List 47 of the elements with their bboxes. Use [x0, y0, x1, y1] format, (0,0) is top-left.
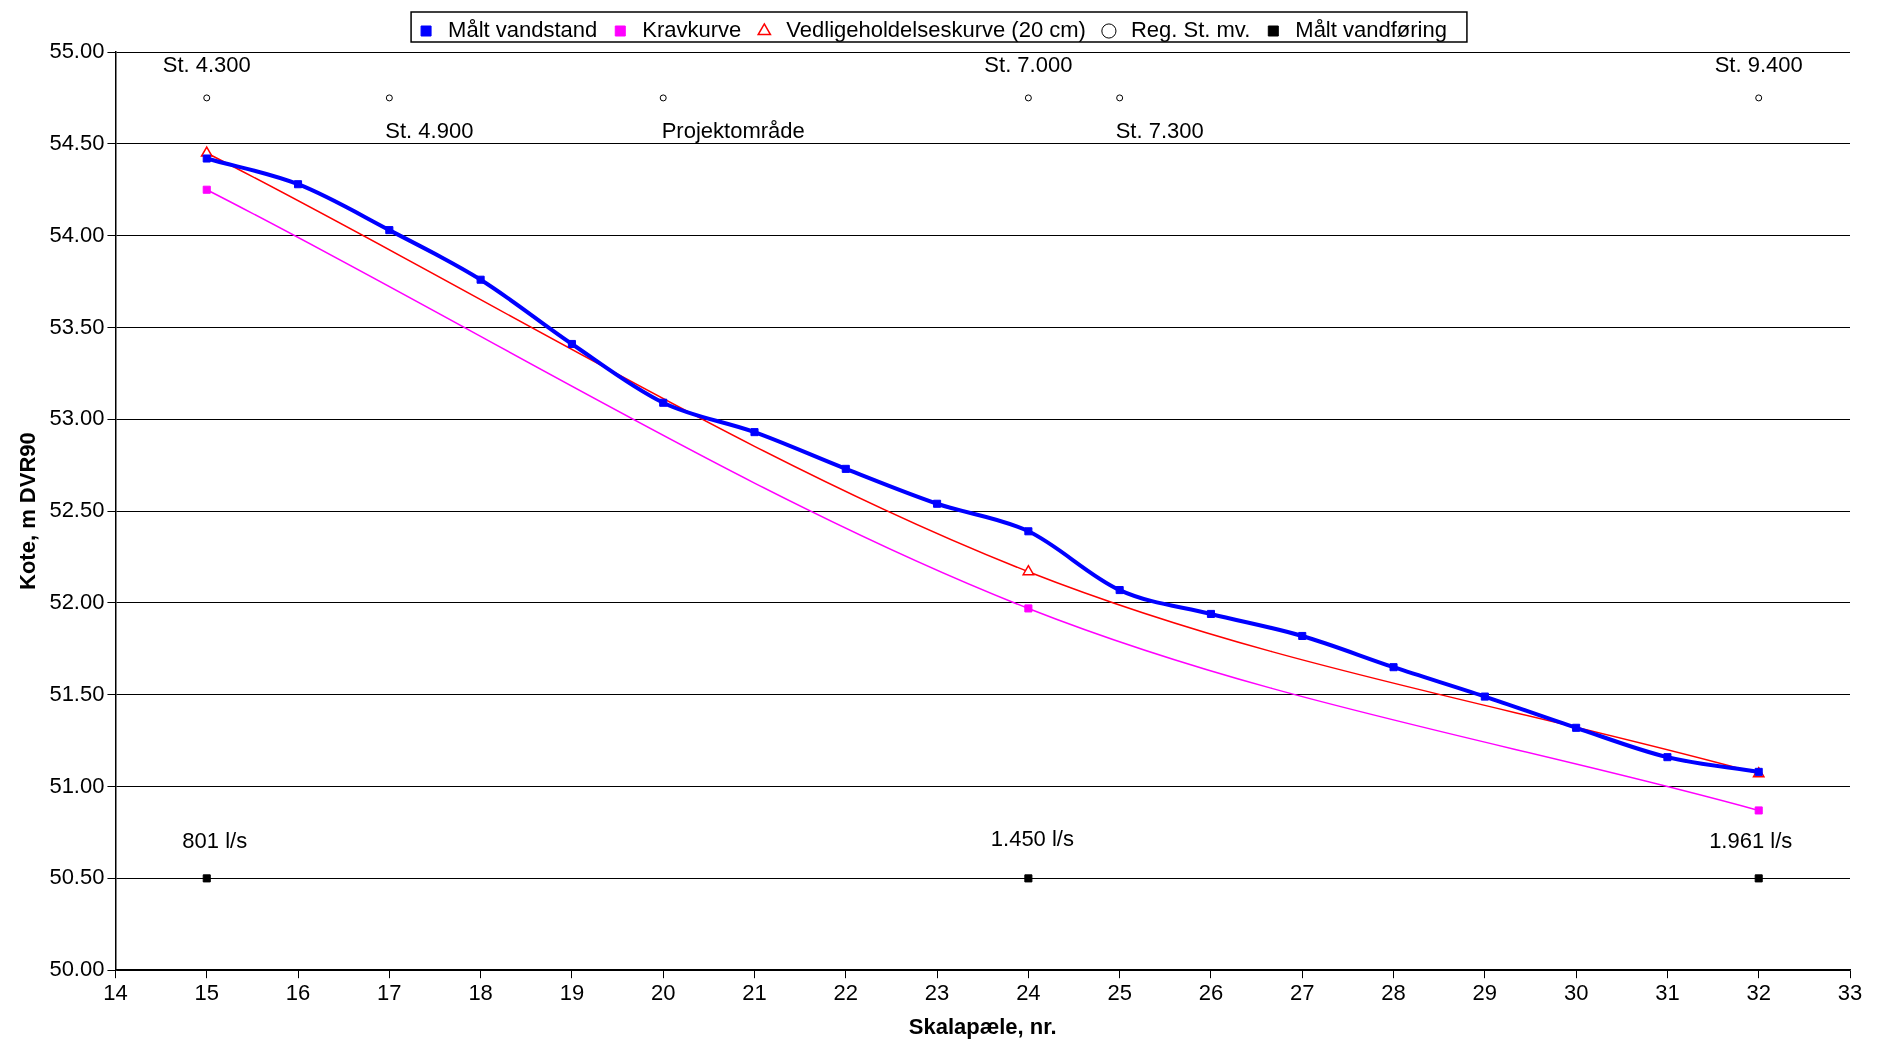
x-tick-label: 17: [377, 980, 402, 1006]
annotation: 801 l/s: [182, 828, 248, 854]
x-tick-label: 20: [650, 980, 676, 1006]
x-tick-label: 29: [1472, 980, 1498, 1006]
y-tick-label: 51.50: [49, 680, 105, 706]
x-tick-label: 31: [1655, 980, 1680, 1006]
y-tick-label: 51.00: [49, 772, 105, 798]
legend-label: Reg. St. mv.: [1130, 17, 1251, 43]
annotation: 1.961 l/s: [1709, 828, 1793, 854]
legend-label: Målt vandføring: [1295, 17, 1447, 43]
annotation: St. 7.000: [984, 51, 1073, 77]
annotation: St. 9.400: [1714, 51, 1803, 77]
x-tick-label: 23: [924, 980, 950, 1006]
x-tick-label: 27: [1290, 980, 1315, 1006]
y-tick-label: 50.50: [49, 864, 105, 890]
x-tick-label: 22: [833, 980, 859, 1006]
annotation: 1.450 l/s: [990, 826, 1074, 852]
x-tick-label: 28: [1381, 980, 1406, 1006]
annotation: Projektområde: [661, 117, 805, 143]
x-tick-label: 26: [1198, 980, 1224, 1006]
x-tick-label: 32: [1746, 980, 1771, 1006]
y-tick-label: 50.00: [49, 956, 105, 982]
x-tick-label: 30: [1563, 980, 1589, 1006]
x-tick-label: 16: [285, 980, 311, 1006]
y-tick-label: 53.50: [49, 313, 105, 339]
legend-label: Målt vandstand: [448, 17, 598, 43]
y-axis-title: Kote, m DVR90: [15, 432, 41, 590]
annotation: St. 7.300: [1115, 117, 1204, 143]
legend-label: Vedligeholdelseskurve (20 cm): [786, 17, 1086, 43]
y-tick-label: 54.00: [49, 221, 105, 247]
x-tick-label: 14: [103, 980, 128, 1006]
annotation: St. 4.900: [385, 117, 474, 143]
y-tick-label: 54.50: [49, 129, 105, 155]
y-tick-label: 55.00: [49, 38, 105, 64]
x-tick-label: 18: [468, 980, 493, 1006]
x-tick-label: 25: [1107, 980, 1132, 1006]
x-axis-title: Skalapæle, nr.: [908, 1013, 1057, 1039]
x-tick-label: 33: [1837, 980, 1863, 1006]
x-tick-label: 24: [1016, 980, 1041, 1006]
legend-label: Kravkurve: [642, 17, 742, 43]
y-tick-label: 52.00: [49, 588, 105, 614]
x-tick-label: 19: [559, 980, 585, 1006]
y-tick-label: 53.00: [49, 405, 105, 431]
x-tick-label: 15: [194, 980, 219, 1006]
x-tick-label: 21: [742, 980, 767, 1006]
annotation: St. 4.300: [162, 51, 251, 77]
y-tick-label: 52.50: [49, 497, 105, 523]
